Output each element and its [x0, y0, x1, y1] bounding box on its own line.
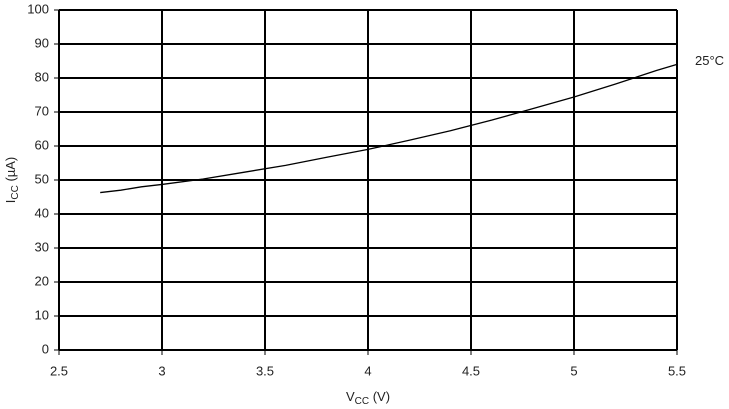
y-tick-label: 100 — [27, 1, 49, 16]
y-tick-label: 90 — [35, 35, 49, 50]
series-label: 25°C — [695, 53, 724, 68]
x-tick-label: 4 — [364, 363, 371, 378]
x-axis-title-sub: CC — [355, 396, 369, 407]
y-tick-label: 0 — [42, 341, 49, 356]
x-tick-label: 5.5 — [668, 363, 686, 378]
y-tick-label: 30 — [35, 239, 49, 254]
x-tick-label: 4.5 — [462, 363, 480, 378]
y-tick-label: 60 — [35, 137, 49, 152]
data-line — [100, 63, 678, 194]
y-tick-label: 80 — [35, 69, 49, 84]
y-tick-label: 70 — [35, 103, 49, 118]
x-tick-label: 3.5 — [256, 363, 274, 378]
y-axis-title: ICC (µA) — [3, 157, 20, 204]
y-tick-label: 20 — [35, 273, 49, 288]
y-axis-title-main: I — [3, 200, 18, 204]
y-tick-label: 40 — [35, 205, 49, 220]
y-axis-title-rest: (µA) — [3, 157, 18, 185]
x-axis-title-main: V — [346, 389, 355, 404]
y-tick-label: 50 — [35, 171, 49, 186]
y-tick-label: 10 — [35, 307, 49, 322]
x-axis-title: VCC (V) — [346, 389, 390, 406]
x-tick-label: 2.5 — [50, 363, 68, 378]
y-axis-title-sub: CC — [10, 185, 21, 199]
x-axis-title-rest: (V) — [369, 389, 390, 404]
x-tick-label: 5 — [570, 363, 577, 378]
x-tick-label: 3 — [158, 363, 165, 378]
